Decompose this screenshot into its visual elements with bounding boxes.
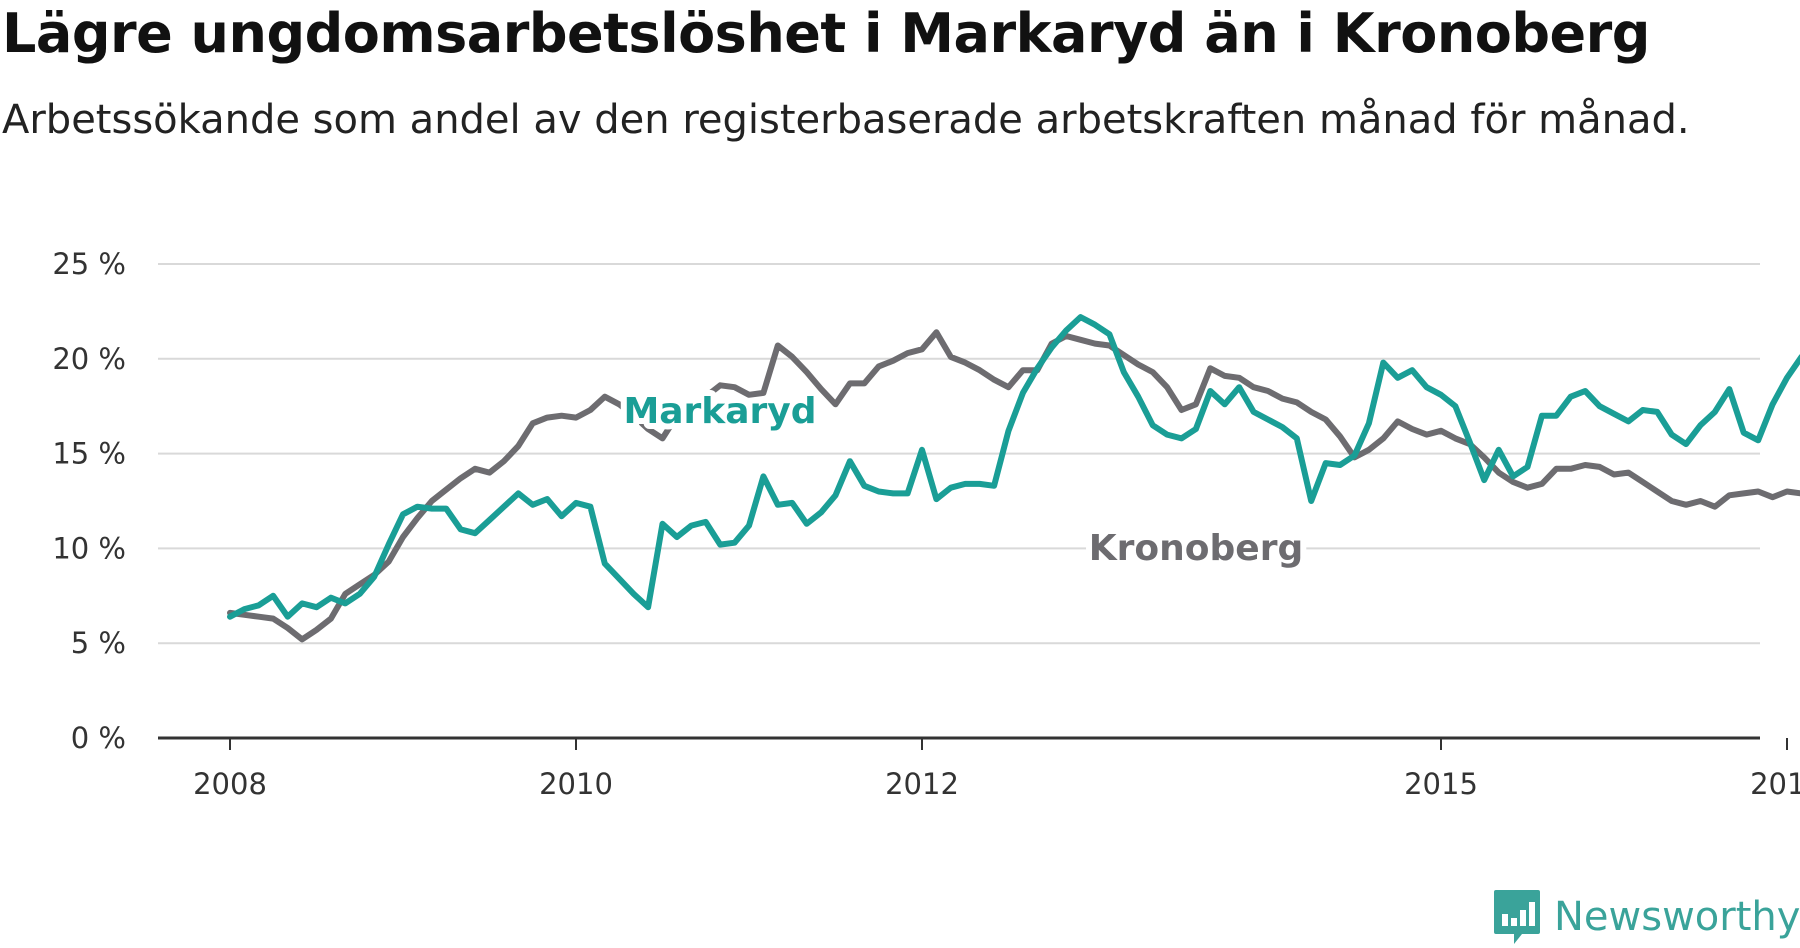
newsworthy-logo-icon (1494, 890, 1540, 944)
y-tick-label: 15 % (52, 437, 126, 471)
series-line-markaryd (227, 314, 1800, 620)
brand-name: Newsworthy (1554, 894, 1800, 940)
y-axis-ticks: 0 % 5 % 10 % 15 % 20 % 25 % (52, 247, 126, 755)
y-tick-label: 10 % (52, 531, 126, 565)
y-tick-label: 25 % (52, 247, 126, 281)
series-label-halo: Kronoberg (1089, 528, 1303, 569)
chart-title: Lägre ungdomsarbetslöshet i Markaryd än … (2, 2, 1650, 65)
x-tick-label: 2017 (1750, 767, 1800, 801)
series-label-kronoberg: Kronoberg (1089, 528, 1303, 569)
series-labels: KronobergKronoberg8,9 %MarkarydMarkaryd8… (617, 385, 1309, 575)
x-tick-label: 2008 (193, 767, 267, 801)
series-line-kronoberg (227, 329, 1800, 643)
series-label-halo: Markaryd (623, 391, 816, 432)
brand-logo: Newsworthy (1492, 888, 1800, 946)
series-label-markaryd: Markaryd (623, 391, 816, 432)
y-tick-label: 20 % (52, 342, 126, 376)
y-tick-label: 5 % (71, 626, 126, 660)
chart-subtitle: Arbetssökande som andel av den registerb… (2, 97, 1690, 143)
gridlines (158, 263, 1760, 645)
x-axis-ticks: 20082010201220152017202020222024 (158, 736, 1800, 801)
x-tick-label: 2012 (885, 767, 959, 801)
y-tick-label: 0 % (71, 721, 126, 755)
x-tick-label: 2010 (539, 767, 613, 801)
series-lines (227, 314, 1800, 643)
x-tick-label: 2015 (1404, 767, 1478, 801)
